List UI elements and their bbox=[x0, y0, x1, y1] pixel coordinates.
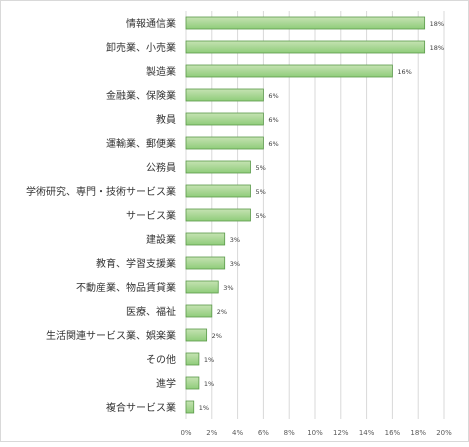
category-label: 情報通信業 bbox=[126, 17, 176, 30]
bar bbox=[185, 16, 426, 30]
data-label: 1% bbox=[204, 380, 214, 388]
category-label: 複合サービス業 bbox=[106, 401, 176, 414]
x-tick-label: 20% bbox=[436, 429, 452, 437]
bar bbox=[185, 40, 426, 54]
data-label: 3% bbox=[230, 236, 240, 244]
category-label: サービス業 bbox=[126, 209, 176, 222]
category-label: 進学 bbox=[156, 377, 176, 390]
data-label: 2% bbox=[217, 308, 227, 316]
gridlines bbox=[185, 11, 445, 419]
bar bbox=[185, 136, 264, 150]
category-label: 医療、福祉 bbox=[126, 305, 176, 318]
bar bbox=[185, 280, 219, 294]
category-label: 不動産業、物品賃貸業 bbox=[76, 281, 176, 294]
x-tick-label: 2% bbox=[206, 429, 217, 437]
bar bbox=[185, 112, 264, 126]
category-label: 金融業、保険業 bbox=[106, 89, 176, 102]
data-label: 18% bbox=[430, 44, 444, 52]
bar bbox=[185, 400, 195, 414]
category-label: 建設業 bbox=[146, 233, 176, 246]
bar bbox=[185, 304, 213, 318]
x-tick-label: 6% bbox=[258, 429, 269, 437]
data-label: 5% bbox=[256, 188, 266, 196]
bar bbox=[185, 256, 226, 270]
category-label: 運輸業、郵便業 bbox=[106, 137, 176, 150]
x-tick-label: 8% bbox=[284, 429, 295, 437]
data-label: 18% bbox=[430, 20, 444, 28]
data-labels: 18% 18% 16% 6% 6% 6% 5% 5% 5% 3% 3% 3% 2% 2% 1% 1% 1% bbox=[199, 20, 444, 412]
category-label: 卸売業、小売業 bbox=[106, 41, 176, 54]
category-label: 教育、学習支援業 bbox=[96, 257, 176, 270]
bar bbox=[185, 88, 264, 102]
x-tick-label: 14% bbox=[359, 429, 375, 437]
category-labels: 情報通信業卸売業、小売業製造業金融業、保険業教員運輸業、郵便業公務員学術研究、専… bbox=[26, 17, 176, 414]
data-label: 1% bbox=[204, 356, 214, 364]
data-label: 6% bbox=[268, 116, 278, 124]
category-label: 教員 bbox=[156, 113, 176, 126]
data-label: 3% bbox=[230, 260, 240, 268]
bar bbox=[185, 232, 226, 246]
x-tick-label: 16% bbox=[385, 429, 401, 437]
data-label: 2% bbox=[212, 332, 222, 340]
x-tick-label: 18% bbox=[410, 429, 426, 437]
data-label: 5% bbox=[256, 212, 266, 220]
data-label: 1% bbox=[199, 404, 209, 412]
bar bbox=[185, 184, 251, 198]
x-tick-labels: 0% 2% 4% 6% 8% 10% 12% 14% 16% 18% 20% bbox=[180, 429, 452, 437]
bar bbox=[185, 352, 200, 366]
x-tick-label: 0% bbox=[180, 429, 191, 437]
x-tick-label: 10% bbox=[307, 429, 323, 437]
data-label: 16% bbox=[397, 68, 411, 76]
category-label: 学術研究、専門・技術サービス業 bbox=[26, 185, 176, 198]
bar bbox=[185, 208, 251, 222]
bar bbox=[185, 328, 208, 342]
bars bbox=[185, 16, 426, 414]
category-label: 公務員 bbox=[146, 161, 176, 174]
data-label: 5% bbox=[256, 164, 266, 172]
x-tick-label: 12% bbox=[333, 429, 349, 437]
bar bbox=[185, 376, 200, 390]
bar bbox=[185, 64, 393, 78]
bar bbox=[185, 160, 251, 174]
category-label: 生活関連サービス業、娯楽業 bbox=[46, 329, 176, 342]
data-label: 6% bbox=[268, 92, 278, 100]
category-label: 製造業 bbox=[146, 65, 176, 78]
category-label: その他 bbox=[146, 353, 176, 366]
data-label: 3% bbox=[223, 284, 233, 292]
data-label: 6% bbox=[268, 140, 278, 148]
x-tick-label: 4% bbox=[232, 429, 243, 437]
